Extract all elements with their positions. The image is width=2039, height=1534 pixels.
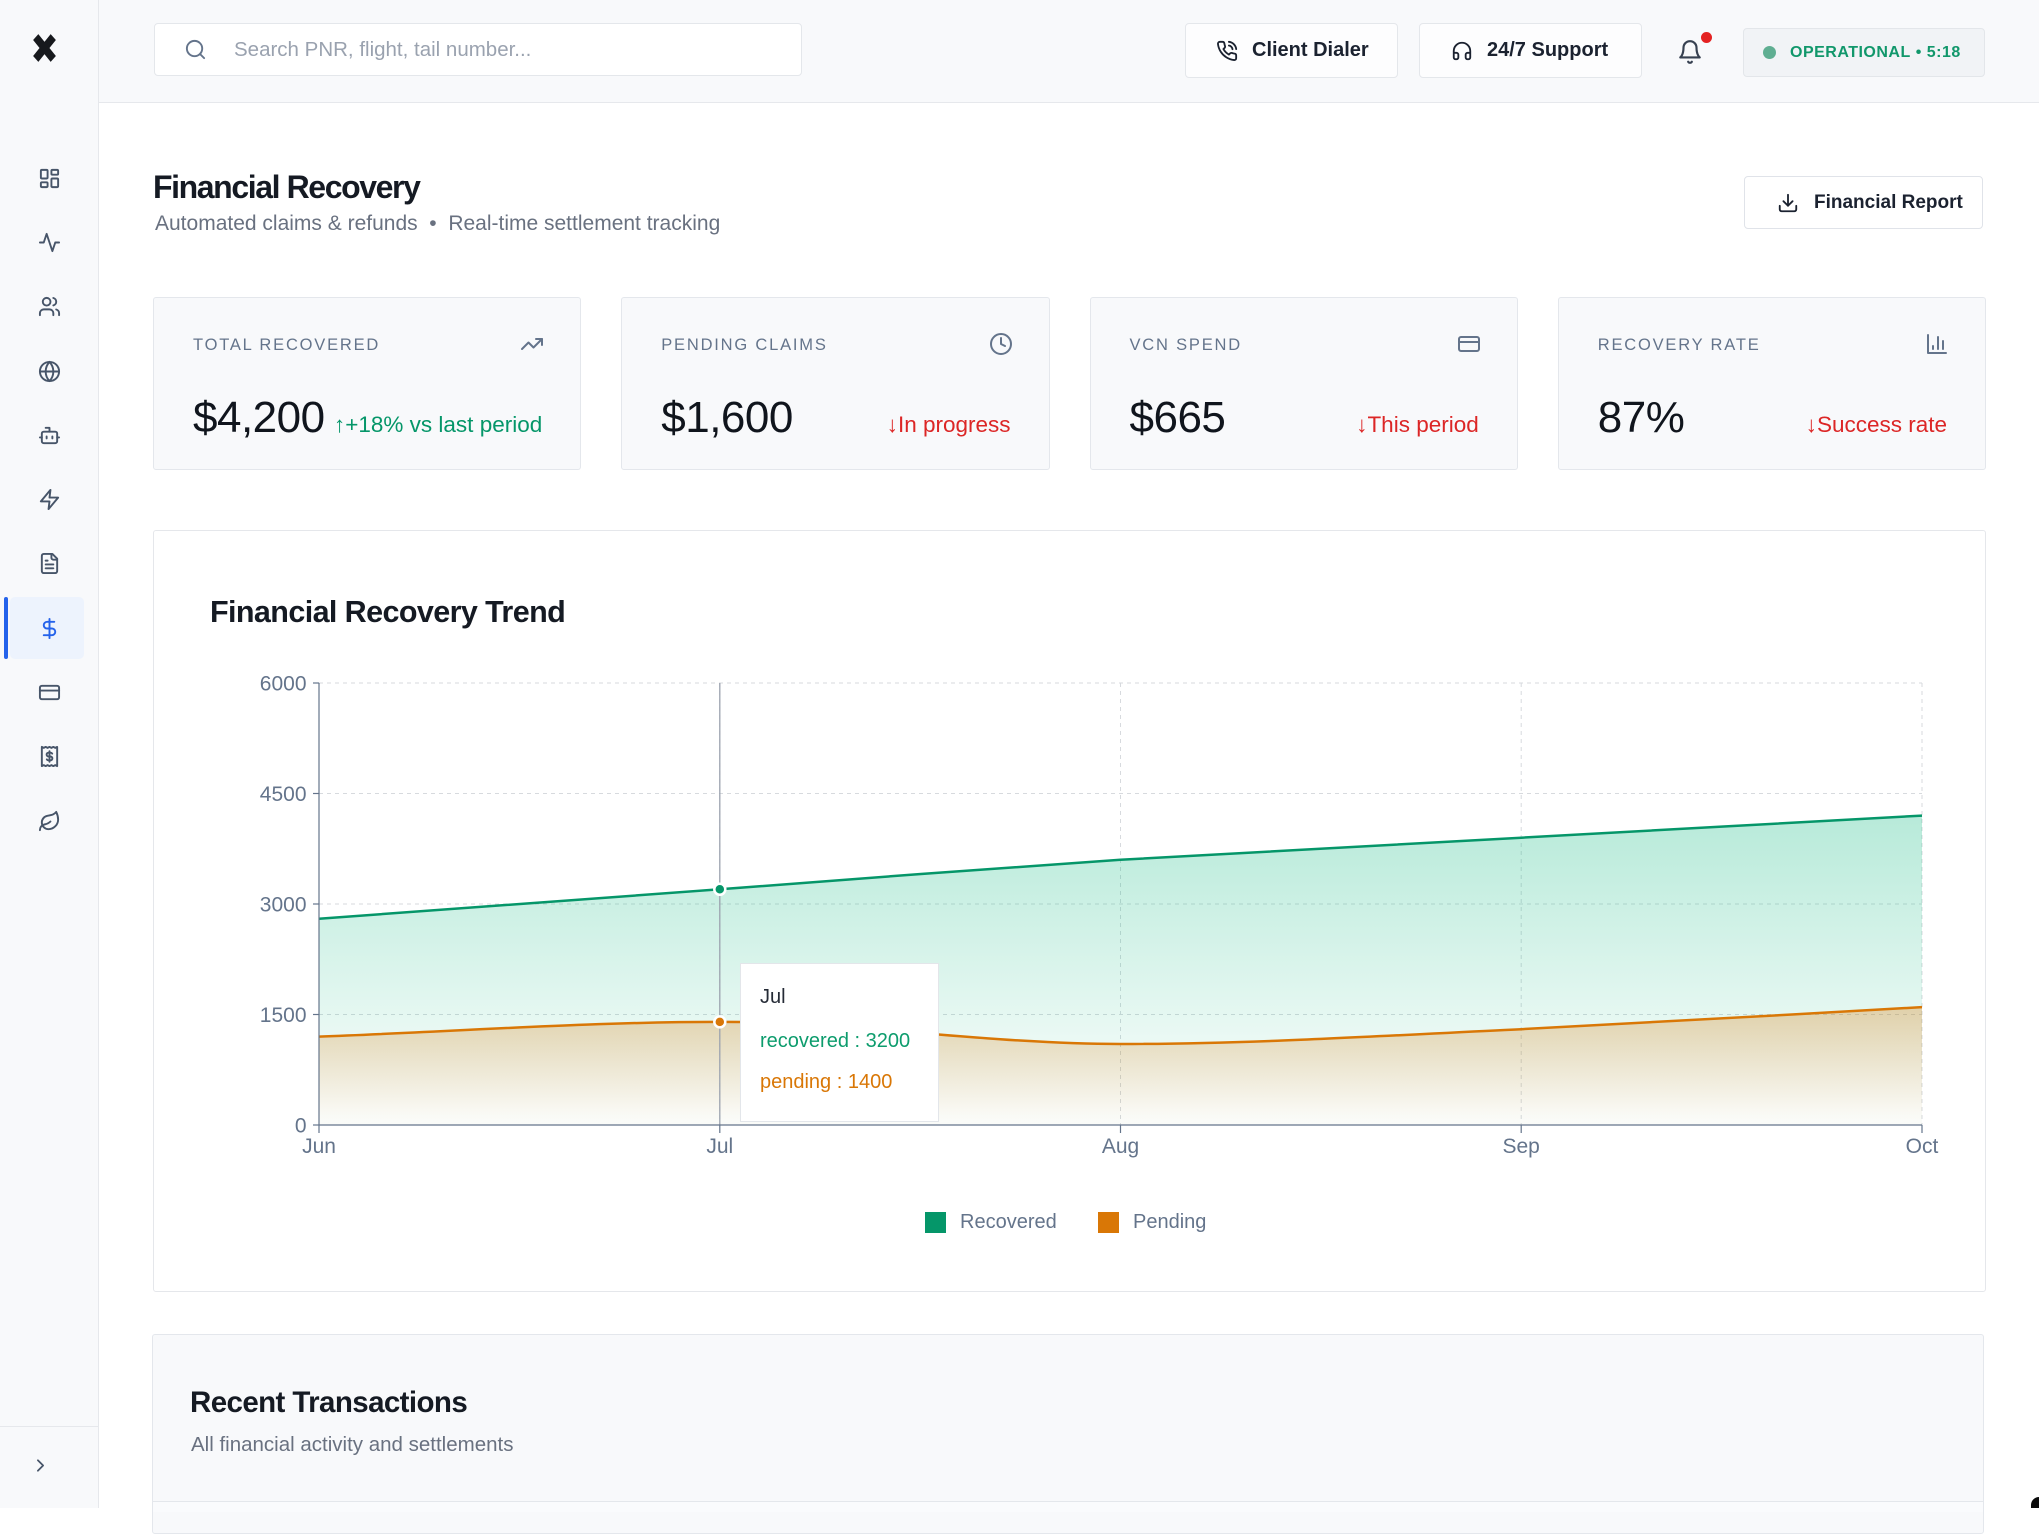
svg-text:6000: 6000 <box>260 673 307 696</box>
svg-text:0: 0 <box>295 1115 307 1138</box>
svg-text:Jun: Jun <box>302 1135 336 1158</box>
svg-text:3000: 3000 <box>260 894 307 917</box>
svg-text:Oct: Oct <box>1906 1135 1939 1158</box>
svg-text:1500: 1500 <box>260 1004 307 1027</box>
svg-text:Jul: Jul <box>706 1135 733 1158</box>
svg-text:Sep: Sep <box>1503 1135 1540 1158</box>
svg-text:4500: 4500 <box>260 783 307 806</box>
svg-text:Aug: Aug <box>1102 1135 1139 1158</box>
